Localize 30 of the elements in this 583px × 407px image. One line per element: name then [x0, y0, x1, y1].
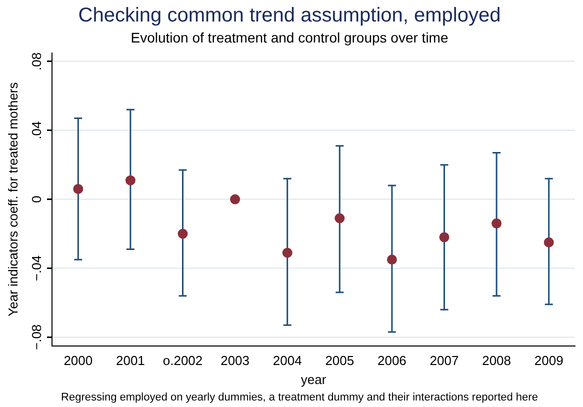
y-axis-title: Year indicators coeff. for treated mothers: [5, 82, 20, 316]
point: [492, 218, 502, 228]
text: Regressing employed on yearly dummies, a treatment dummy and their interactions reported here: [61, 392, 538, 404]
chart-title: Checking common trend assumption, employed: [78, 4, 501, 27]
x-tick-label: 2007: [430, 353, 459, 368]
x-axis-title: year: [300, 372, 327, 387]
x-tick-label: 2006: [377, 353, 406, 368]
chart-subtitle: Evolution of treatment and control groups over time: [130, 29, 448, 46]
x-tick-label: 2008: [482, 353, 512, 368]
x-tick-label: 2009: [534, 353, 564, 368]
point: [386, 254, 397, 265]
x-tick-label: 2003: [220, 353, 250, 368]
y-tick-label: .04: [29, 121, 44, 140]
point: [230, 194, 240, 204]
y-tick-label: 0: [29, 196, 44, 203]
x-tick-label: 2005: [325, 353, 354, 368]
point: [282, 248, 292, 258]
point: [544, 237, 554, 248]
point: [334, 213, 345, 224]
point: [125, 175, 136, 186]
point: [439, 232, 450, 242]
x-tick-label: o.2002: [162, 353, 203, 368]
point: [73, 184, 84, 194]
x-tick-label: 2000: [64, 353, 93, 368]
y-tick-label: .08: [29, 52, 44, 70]
y-tick-label: −.04: [29, 255, 44, 282]
point: [178, 228, 188, 239]
x-tick-label: 2001: [116, 353, 145, 368]
y-tick-label: −.08: [29, 324, 44, 350]
x-tick-label: 2004: [272, 353, 302, 368]
